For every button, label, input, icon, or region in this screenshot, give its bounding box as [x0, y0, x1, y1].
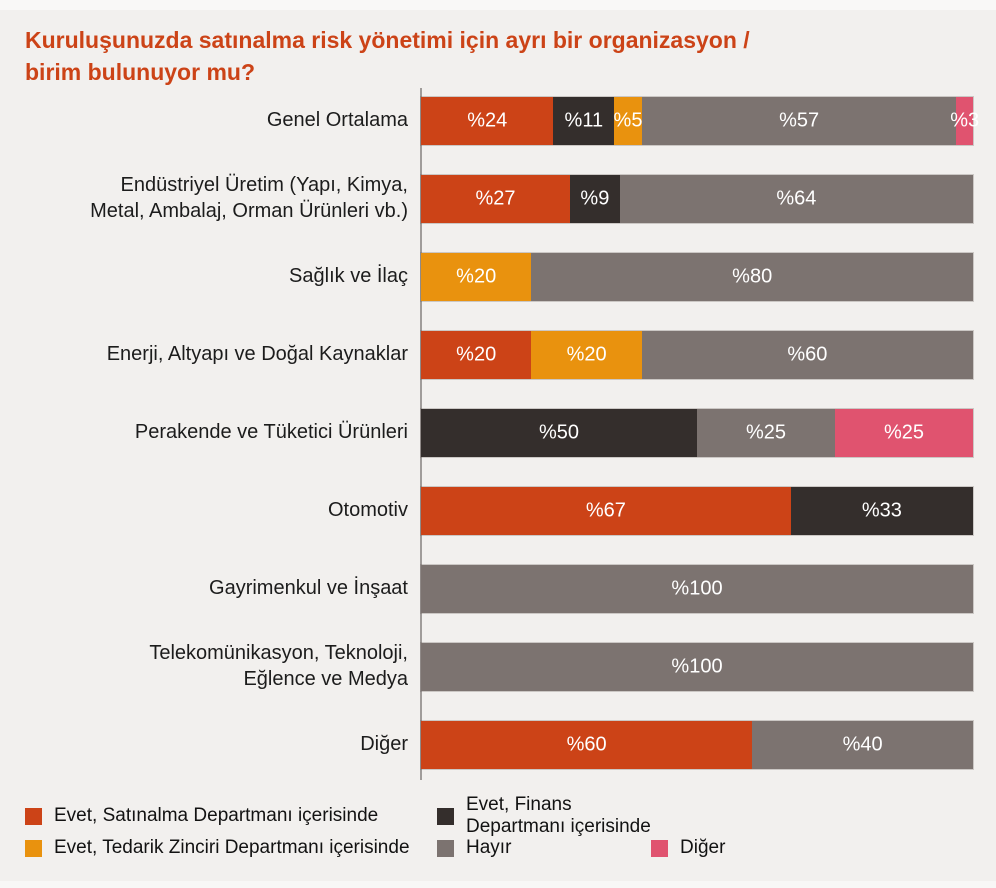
- stacked-bar: %100: [421, 565, 973, 613]
- category-label: Sağlık ve İlaç: [289, 265, 408, 288]
- bar-segment-hayir: %100: [421, 643, 973, 691]
- legend-item-finans: Evet, Finans Departmanı içerisinde: [437, 794, 651, 838]
- category-label: Telekomünikasyon, Teknoloji, Eğlence ve …: [149, 642, 408, 690]
- legend-swatch-tedarik-icon: [25, 839, 42, 857]
- bar-segment-hayir: %40: [752, 721, 973, 769]
- segment-value-label: %57: [779, 109, 820, 132]
- stacked-bar: %50 %25 %25: [421, 409, 973, 457]
- segment-value-label: %25: [745, 421, 787, 444]
- segment-value-label: %60: [566, 733, 607, 756]
- stacked-bar: %60 %40: [421, 721, 973, 769]
- bar-segment-finans: %11: [553, 97, 615, 145]
- legend-label: Evet, Finans Departmanı içerisinde: [466, 794, 651, 837]
- chart-row: Telekomünikasyon, Teknoloji, Eğlence ve …: [0, 628, 973, 706]
- segment-value-label: %11: [564, 109, 604, 132]
- segment-value-label: %60: [787, 343, 828, 366]
- legend-item-satinalma: Evet, Satınalma Departmanı içerisinde: [25, 805, 437, 827]
- category-label: Gayrimenkul ve İnşaat: [209, 577, 408, 600]
- bar-segment-satinalma: %27: [421, 175, 571, 223]
- segment-value-label: %20: [456, 343, 497, 366]
- chart-row: Endüstriyel Üretim (Yapı, Kimya, Metal, …: [0, 160, 973, 238]
- legend: Evet, Satınalma Departmanı içerisinde Ev…: [25, 794, 725, 864]
- stacked-bar: %67 %33: [421, 487, 973, 535]
- legend-item-diger: Diğer: [651, 837, 725, 859]
- bar-segment-satinalma: %20: [421, 331, 532, 379]
- segment-value-label: %33: [861, 499, 902, 522]
- segment-value-label: %100: [671, 577, 723, 600]
- segment-value-label: %40: [842, 733, 883, 756]
- stacked-bar: %20 %20 %60: [421, 331, 973, 379]
- stacked-bar: %27 %9 %64: [421, 175, 973, 223]
- legend-item-tedarik: Evet, Tedarik Zinciri Departmanı içerisi…: [25, 837, 437, 859]
- segment-value-label: %20: [456, 265, 497, 288]
- segment-value-label: %64: [776, 187, 817, 210]
- bar-segment-hayir: %57: [641, 97, 957, 145]
- bar-segment-hayir: %100: [421, 565, 973, 613]
- chart-row: Perakende ve Tüketici Ürünleri %50 %25 %25: [0, 394, 973, 472]
- segment-value-label: %24: [467, 109, 508, 132]
- chart-row: Diğer %60 %40: [0, 706, 973, 784]
- category-label: Genel Ortalama: [266, 109, 408, 132]
- bar-segment-hayir: %60: [641, 331, 973, 379]
- bar-segment-satinalma: %24: [421, 97, 554, 145]
- category-label: Diğer: [360, 733, 408, 756]
- legend-swatch-finans-icon: [437, 807, 454, 825]
- segment-value-label: %80: [732, 265, 773, 288]
- chart-row: Sağlık ve İlaç %20 %80: [0, 238, 973, 316]
- bar-segment-hayir: %25: [697, 409, 835, 457]
- page-edge-highlight-bottom: [0, 881, 996, 888]
- bar-segment-satinalma: %67: [421, 487, 791, 535]
- bar-segment-satinalma: %60: [421, 721, 753, 769]
- bar-segment-diger: %25: [835, 409, 973, 457]
- segment-value-label: %20: [566, 343, 607, 366]
- category-label: Otomotiv: [327, 499, 408, 522]
- legend-label: Evet, Tedarik Zinciri Departmanı içerisi…: [54, 837, 410, 858]
- bar-segment-tedarik: %5: [614, 97, 642, 145]
- page-title-line-1: Kuruluşunuzda satınalma risk yönetimi iç…: [25, 27, 750, 53]
- chart-row: Genel Ortalama %24 %11 %5 %57 %3: [0, 82, 979, 160]
- legend-label: Evet, Satınalma Departmanı içerisinde: [54, 805, 379, 826]
- segment-value-label: %5: [613, 109, 643, 132]
- legend-swatch-hayir-icon: [437, 839, 454, 857]
- chart-rows: Genel Ortalama %24 %11 %5 %57 %3 Endüstriyel Ü…: [0, 82, 979, 784]
- legend-swatch-satinalma-icon: [25, 807, 42, 825]
- legend-label: Diğer: [680, 837, 726, 858]
- segment-value-label: %100: [671, 655, 723, 678]
- bar-segment-hayir: %80: [531, 253, 973, 301]
- category-label: Enerji, Altyapı ve Doğal Kaynaklar: [106, 343, 408, 366]
- chart-row: Otomotiv %67 %33: [0, 472, 973, 550]
- bar-segment-hayir: %64: [619, 175, 973, 223]
- segment-value-label: %3: [950, 109, 980, 132]
- segment-value-label: %9: [580, 187, 610, 210]
- bar-segment-finans: %50: [421, 409, 697, 457]
- legend-item-hayir: Hayır: [437, 837, 651, 859]
- page-title: Kuruluşunuzda satınalma risk yönetimi iç…: [25, 24, 750, 88]
- legend-label: Hayır: [466, 837, 512, 858]
- category-label: Endüstriyel Üretim (Yapı, Kimya, Metal, …: [90, 174, 408, 222]
- segment-value-label: %27: [475, 187, 516, 210]
- category-label: Perakende ve Tüketici Ürünleri: [134, 421, 408, 444]
- bar-segment-finans: %9: [570, 175, 620, 223]
- stacked-bar: %20 %80: [421, 253, 973, 301]
- bar-segment-diger: %3: [950, 97, 979, 145]
- bar-segment-tedarik: %20: [421, 253, 532, 301]
- bar-segment-tedarik: %20: [531, 331, 642, 379]
- legend-swatch-diger-icon: [651, 839, 668, 857]
- page-title-line-2: birim bulunuyor mu?: [25, 59, 255, 85]
- chart-row: Gayrimenkul ve İnşaat %100: [0, 550, 973, 628]
- chart-row: Enerji, Altyapı ve Doğal Kaynaklar %20 %20…: [0, 316, 973, 394]
- stacked-bar: %100: [421, 643, 973, 691]
- stacked-bar: %24 %11 %5 %57 %3: [421, 97, 979, 145]
- segment-value-label: %50: [538, 421, 580, 444]
- segment-value-label: %67: [585, 499, 626, 522]
- page-edge-highlight-top: [0, 0, 996, 10]
- segment-value-label: %25: [883, 421, 925, 444]
- bar-segment-finans: %33: [790, 487, 973, 535]
